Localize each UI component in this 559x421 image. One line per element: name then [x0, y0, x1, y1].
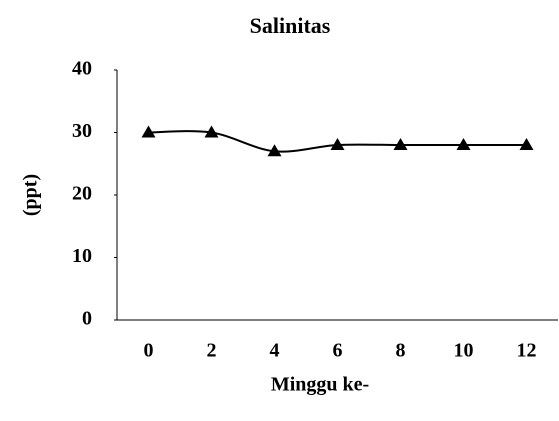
marker [204, 125, 219, 138]
x-tick-label: 8 [396, 340, 406, 362]
x-tick-label: 4 [270, 340, 280, 362]
y-tick-label: 40 [72, 58, 92, 80]
marker [141, 125, 156, 138]
x-tick-label: 0 [144, 340, 154, 362]
y-tick-label: 0 [82, 308, 92, 330]
x-tick-label: 6 [333, 340, 343, 362]
marker [519, 138, 534, 150]
marker [393, 138, 408, 150]
y-tick-label: 20 [72, 183, 92, 205]
chart-title: Salinitas [250, 13, 331, 38]
y-tick-label: 30 [72, 120, 92, 142]
y-tick-label: 10 [72, 245, 92, 267]
marker [456, 138, 471, 150]
x-tick-label: 10 [454, 340, 474, 362]
marker [330, 138, 345, 150]
x-tick-label: 12 [517, 340, 537, 362]
x-axis-label: Minggu ke- [271, 374, 369, 396]
marker [267, 144, 282, 157]
y-axis-label: (ppt) [20, 174, 42, 216]
x-tick-label: 2 [207, 340, 217, 362]
